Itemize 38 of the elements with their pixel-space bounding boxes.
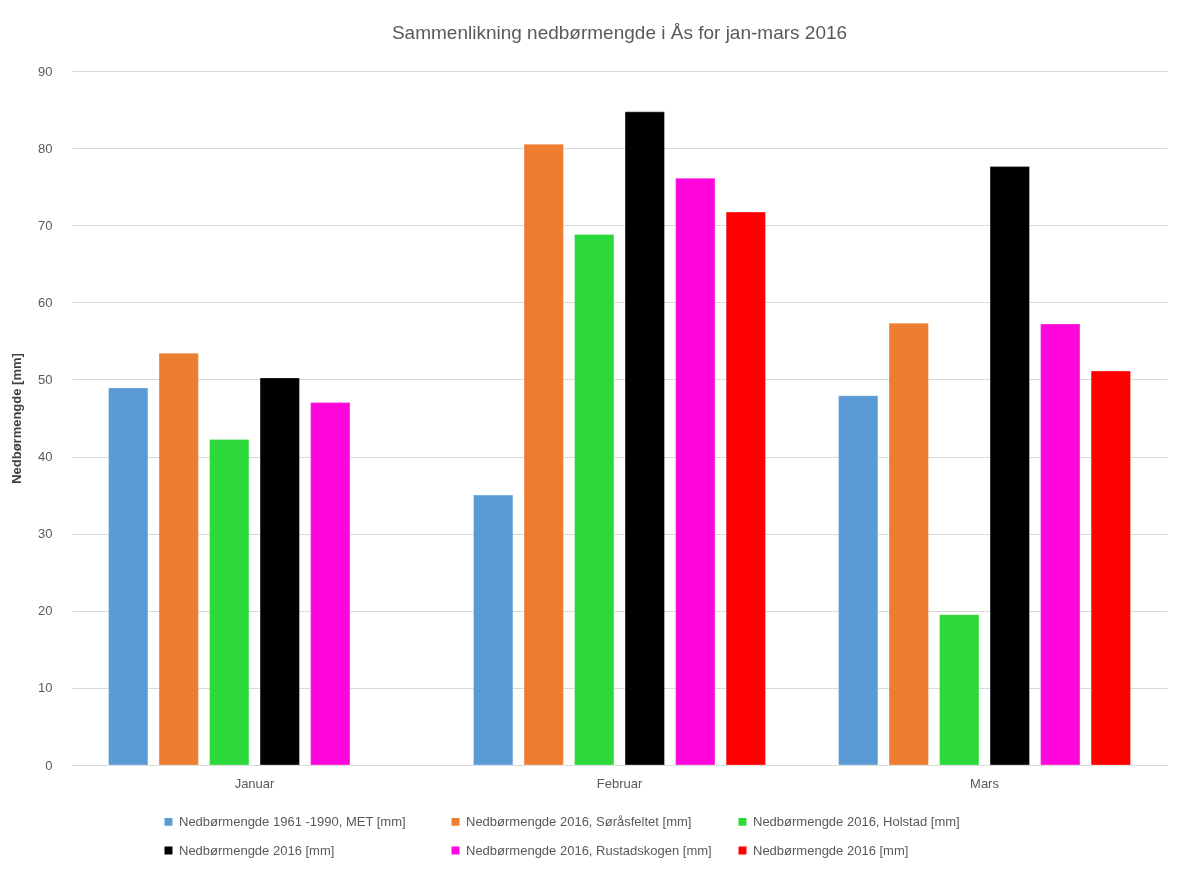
legend-label: Nedbørmengde 2016 [mm] — [753, 842, 909, 858]
bar — [574, 234, 615, 766]
bar — [259, 377, 300, 766]
bar — [939, 614, 980, 766]
bar — [523, 144, 564, 766]
legend-label: Nedbørmengde 2016, Søråsfeltet [mm] — [466, 813, 692, 829]
bar — [1040, 323, 1081, 766]
bar — [838, 395, 879, 766]
y-tick-label: 80 — [38, 140, 53, 156]
y-tick-label: 70 — [38, 217, 53, 233]
bar — [209, 439, 250, 766]
y-tick-label: 30 — [38, 526, 53, 542]
legend-label: Nedbørmengde 2016, Holstad [mm] — [753, 813, 960, 829]
y-tick-label: 90 — [38, 63, 53, 79]
y-tick-label: 60 — [38, 294, 53, 310]
y-tick-label: 40 — [38, 449, 53, 465]
legend-label: Nedbørmengde 1961 -1990, MET [mm] — [179, 813, 406, 829]
legend-label: Nedbørmengde 2016 [mm] — [179, 842, 335, 858]
bar — [675, 177, 716, 766]
x-tick-label: Februar — [596, 775, 643, 791]
y-tick-label: 20 — [38, 603, 53, 619]
bar — [725, 211, 766, 766]
y-tick-label: 0 — [45, 757, 53, 773]
bar — [624, 111, 665, 766]
y-tick-label: 50 — [38, 371, 53, 387]
bar — [108, 387, 149, 766]
x-tick-label: Mars — [970, 775, 1000, 791]
y-tick-label: 10 — [38, 680, 53, 696]
bar — [1090, 370, 1131, 766]
bar — [989, 166, 1030, 766]
bar — [310, 402, 351, 766]
y-axis-title: Nedbørmengde [mm] — [9, 353, 25, 484]
x-tick-label: Januar — [234, 775, 276, 791]
bar — [888, 322, 929, 766]
legend-label: Nedbørmengde 2016, Rustadskogen [mm] — [466, 842, 712, 858]
chart-title: Sammenlikning nedbørmengde i Ås for jan-mars 2016 — [391, 22, 848, 43]
bar — [158, 352, 199, 766]
bar — [473, 494, 514, 766]
